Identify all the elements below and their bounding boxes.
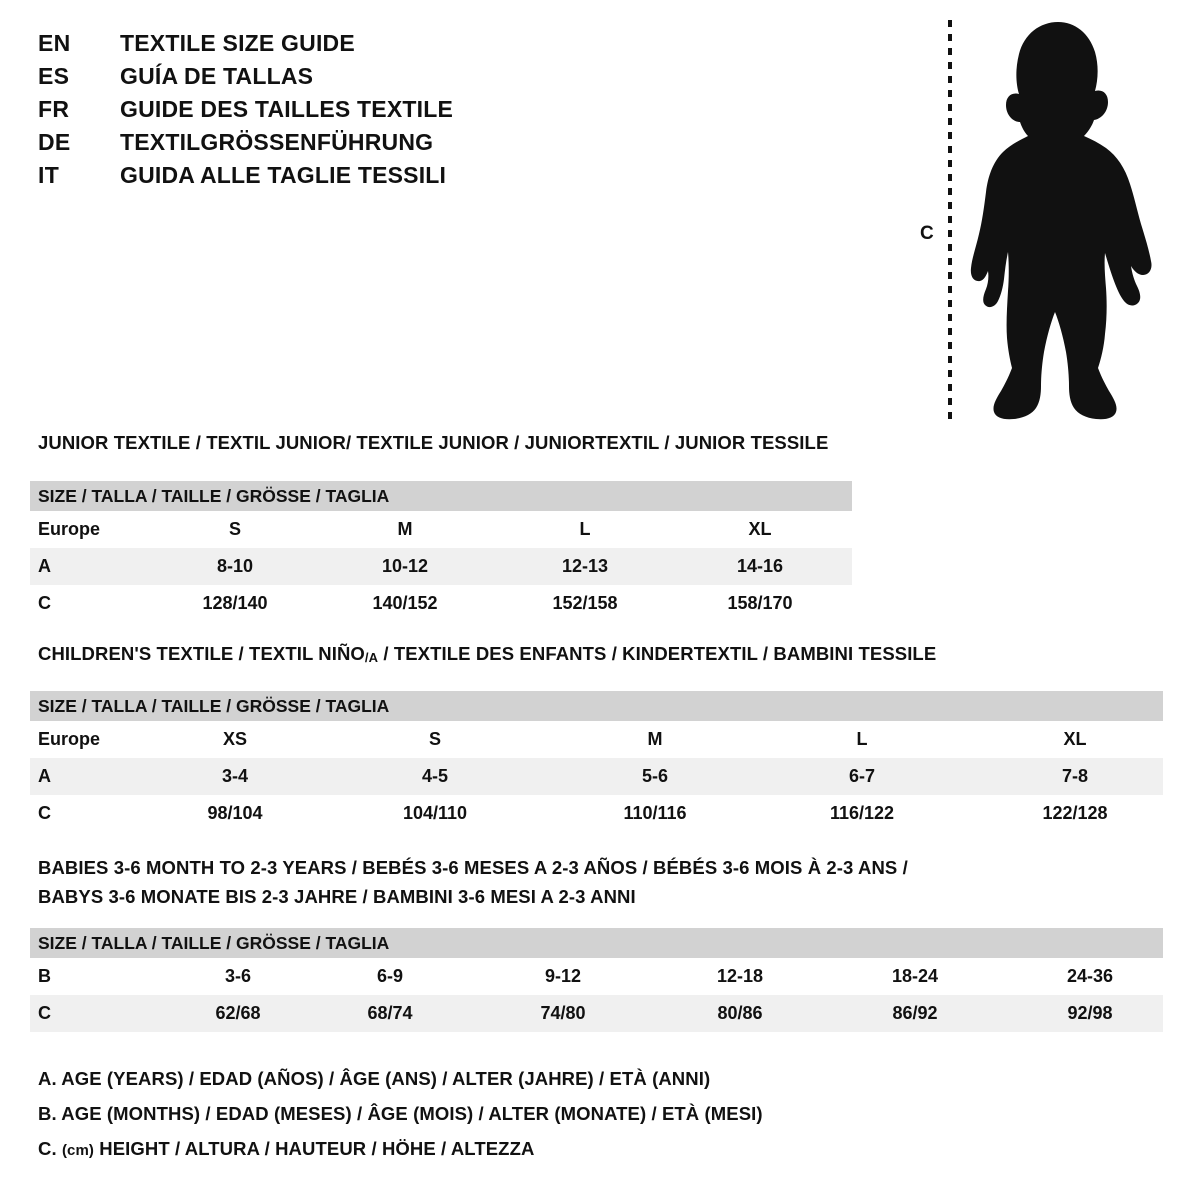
language-title-block: EN TEXTILE SIZE GUIDE ES GUÍA DE TALLAS … xyxy=(38,30,558,195)
table-cell: 92/98 xyxy=(1067,1003,1113,1023)
table-cell: 6-7 xyxy=(848,766,876,786)
table-row: C 98/104 104/110 110/116 116/122 122/128 xyxy=(30,795,1163,832)
junior-size-table: SIZE / TALLA / TAILLE / GRÖSSE / TAGLIA … xyxy=(30,481,852,622)
row-label: A xyxy=(38,766,51,786)
language-title-de: TEXTILGRÖSSENFÜHRUNG xyxy=(120,129,434,155)
table-cell: 12-13 xyxy=(561,556,609,576)
table-cell: 74/80 xyxy=(540,1003,586,1023)
language-title-es: GUÍA DE TALLAS xyxy=(120,63,314,89)
table-cell: 18-24 xyxy=(891,966,939,986)
legend-block: A. AGE (YEARS) / EDAD (AÑOS) / ÂGE (ANS)… xyxy=(38,1068,763,1173)
table-cell: 12-18 xyxy=(716,966,764,986)
section-title-junior: JUNIOR TEXTILE / TEXTIL JUNIOR/ TEXTILE … xyxy=(38,432,829,453)
table-cell: 6-9 xyxy=(376,966,404,986)
table-cell: S xyxy=(428,729,442,749)
table-cell: 152/158 xyxy=(552,593,618,613)
table-cell: 24-36 xyxy=(1066,966,1114,986)
table-row: A 8-10 10-12 12-13 14-16 xyxy=(30,548,852,585)
table-cell: 9-12 xyxy=(544,966,582,986)
table-cell: XL xyxy=(748,519,772,539)
section-title-children-prefix: CHILDREN'S TEXTILE / TEXTIL NIÑO xyxy=(38,643,365,664)
legend-line-c-unit: (cm) xyxy=(61,1142,95,1159)
legend-line-c-prefix: C. xyxy=(38,1138,62,1159)
table-cell: 68/74 xyxy=(367,1003,413,1023)
section-title-babies-line2: BABYS 3-6 MONATE BIS 2-3 JAHRE / BAMBINI… xyxy=(38,886,636,907)
table-cell: XL xyxy=(1063,729,1087,749)
language-code-fr: FR xyxy=(38,96,70,122)
row-label: A xyxy=(38,556,51,576)
table-cell: 116/122 xyxy=(829,803,895,823)
junior-table-band: SIZE / TALLA / TAILLE / GRÖSSE / TAGLIA xyxy=(30,481,852,511)
table-cell: L xyxy=(579,519,591,539)
babies-table-band: SIZE / TALLA / TAILLE / GRÖSSE / TAGLIA xyxy=(30,928,1163,958)
table-cell: 7-8 xyxy=(1061,766,1089,786)
table-cell: 8-10 xyxy=(216,556,254,576)
table-cell: M xyxy=(397,519,413,539)
children-table-band: SIZE / TALLA / TAILLE / GRÖSSE / TAGLIA xyxy=(30,691,1163,721)
language-row-de: DE TEXTILGRÖSSENFÜHRUNG xyxy=(38,129,558,162)
language-row-fr: FR GUIDE DES TAILLES TEXTILE xyxy=(38,96,558,129)
section-title-children: CHILDREN'S TEXTILE / TEXTIL NIÑO/A / TEX… xyxy=(38,643,936,665)
language-title-it: GUIDA ALLE TAGLIE TESSILI xyxy=(120,162,447,188)
table-cell: 158/170 xyxy=(727,593,793,613)
table-cell: 14-16 xyxy=(736,556,784,576)
table-cell: 80/86 xyxy=(717,1003,763,1023)
legend-line-c: C. (cm) HEIGHT / ALTURA / HAUTEUR / HÖHE… xyxy=(38,1138,763,1173)
language-code-es: ES xyxy=(38,63,70,89)
language-code-en: EN xyxy=(38,30,71,56)
row-label: C xyxy=(38,593,51,613)
legend-line-c-suffix: HEIGHT / ALTURA / HAUTEUR / HÖHE / ALTEZ… xyxy=(94,1138,535,1159)
language-row-es: ES GUÍA DE TALLAS xyxy=(38,63,558,96)
language-code-de: DE xyxy=(38,129,71,155)
row-label: Europe xyxy=(38,519,101,539)
table-cell: 3-6 xyxy=(224,966,252,986)
row-label: C xyxy=(38,1003,51,1023)
table-cell: 62/68 xyxy=(215,1003,261,1023)
row-label: B xyxy=(38,966,51,986)
language-code-it: IT xyxy=(38,162,60,188)
children-size-table: SIZE / TALLA / TAILLE / GRÖSSE / TAGLIA … xyxy=(30,691,1163,832)
table-row: Europe S M L XL xyxy=(30,511,852,548)
table-cell: L xyxy=(856,729,868,749)
toddler-silhouette-icon xyxy=(970,22,1152,420)
table-row: C 128/140 140/152 152/158 158/170 xyxy=(30,585,852,622)
row-label: Europe xyxy=(38,729,101,749)
table-cell: 5-6 xyxy=(641,766,669,786)
table-cell: 98/104 xyxy=(207,803,263,823)
height-measure-label: C xyxy=(920,223,934,244)
table-cell: 110/116 xyxy=(623,803,687,823)
table-row: C 62/68 68/74 74/80 80/86 86/92 92/98 xyxy=(30,995,1163,1032)
table-cell: M xyxy=(647,729,663,749)
table-cell: 104/110 xyxy=(402,803,468,823)
babies-size-table: SIZE / TALLA / TAILLE / GRÖSSE / TAGLIA … xyxy=(30,928,1163,1032)
language-title-fr: GUIDE DES TAILLES TEXTILE xyxy=(120,96,453,122)
table-row: Europe XS S M L XL xyxy=(30,721,1163,758)
section-title-children-sub: /A xyxy=(364,650,379,665)
table-cell: 128/140 xyxy=(202,593,268,613)
language-row-it: IT GUIDA ALLE TAGLIE TESSILI xyxy=(38,162,558,195)
height-dashed-line-icon xyxy=(948,20,952,422)
section-title-children-suffix: / TEXTILE DES ENFANTS / KINDERTEXTIL / B… xyxy=(378,643,937,664)
language-title-en: TEXTILE SIZE GUIDE xyxy=(120,30,355,56)
legend-line-b: B. AGE (MONTHS) / EDAD (MESES) / ÂGE (MO… xyxy=(38,1103,763,1124)
legend-line-a: A. AGE (YEARS) / EDAD (AÑOS) / ÂGE (ANS)… xyxy=(38,1068,711,1089)
table-cell: 140/152 xyxy=(372,593,438,613)
language-row-en: EN TEXTILE SIZE GUIDE xyxy=(38,30,558,63)
table-cell: XS xyxy=(222,729,248,749)
table-cell: 122/128 xyxy=(1042,803,1108,823)
table-cell: 3-4 xyxy=(221,766,249,786)
height-measurement-figure: C xyxy=(900,8,1170,428)
row-label: C xyxy=(38,803,51,823)
table-row: B 3-6 6-9 9-12 12-18 18-24 24-36 xyxy=(30,958,1163,995)
table-cell: 10-12 xyxy=(381,556,429,576)
table-cell: S xyxy=(228,519,242,539)
table-cell: 4-5 xyxy=(421,766,449,786)
table-row: A 3-4 4-5 5-6 6-7 7-8 xyxy=(30,758,1163,795)
section-title-babies-line1: BABIES 3-6 MONTH TO 2-3 YEARS / BEBÉS 3-… xyxy=(38,857,908,878)
table-cell: 86/92 xyxy=(892,1003,938,1023)
